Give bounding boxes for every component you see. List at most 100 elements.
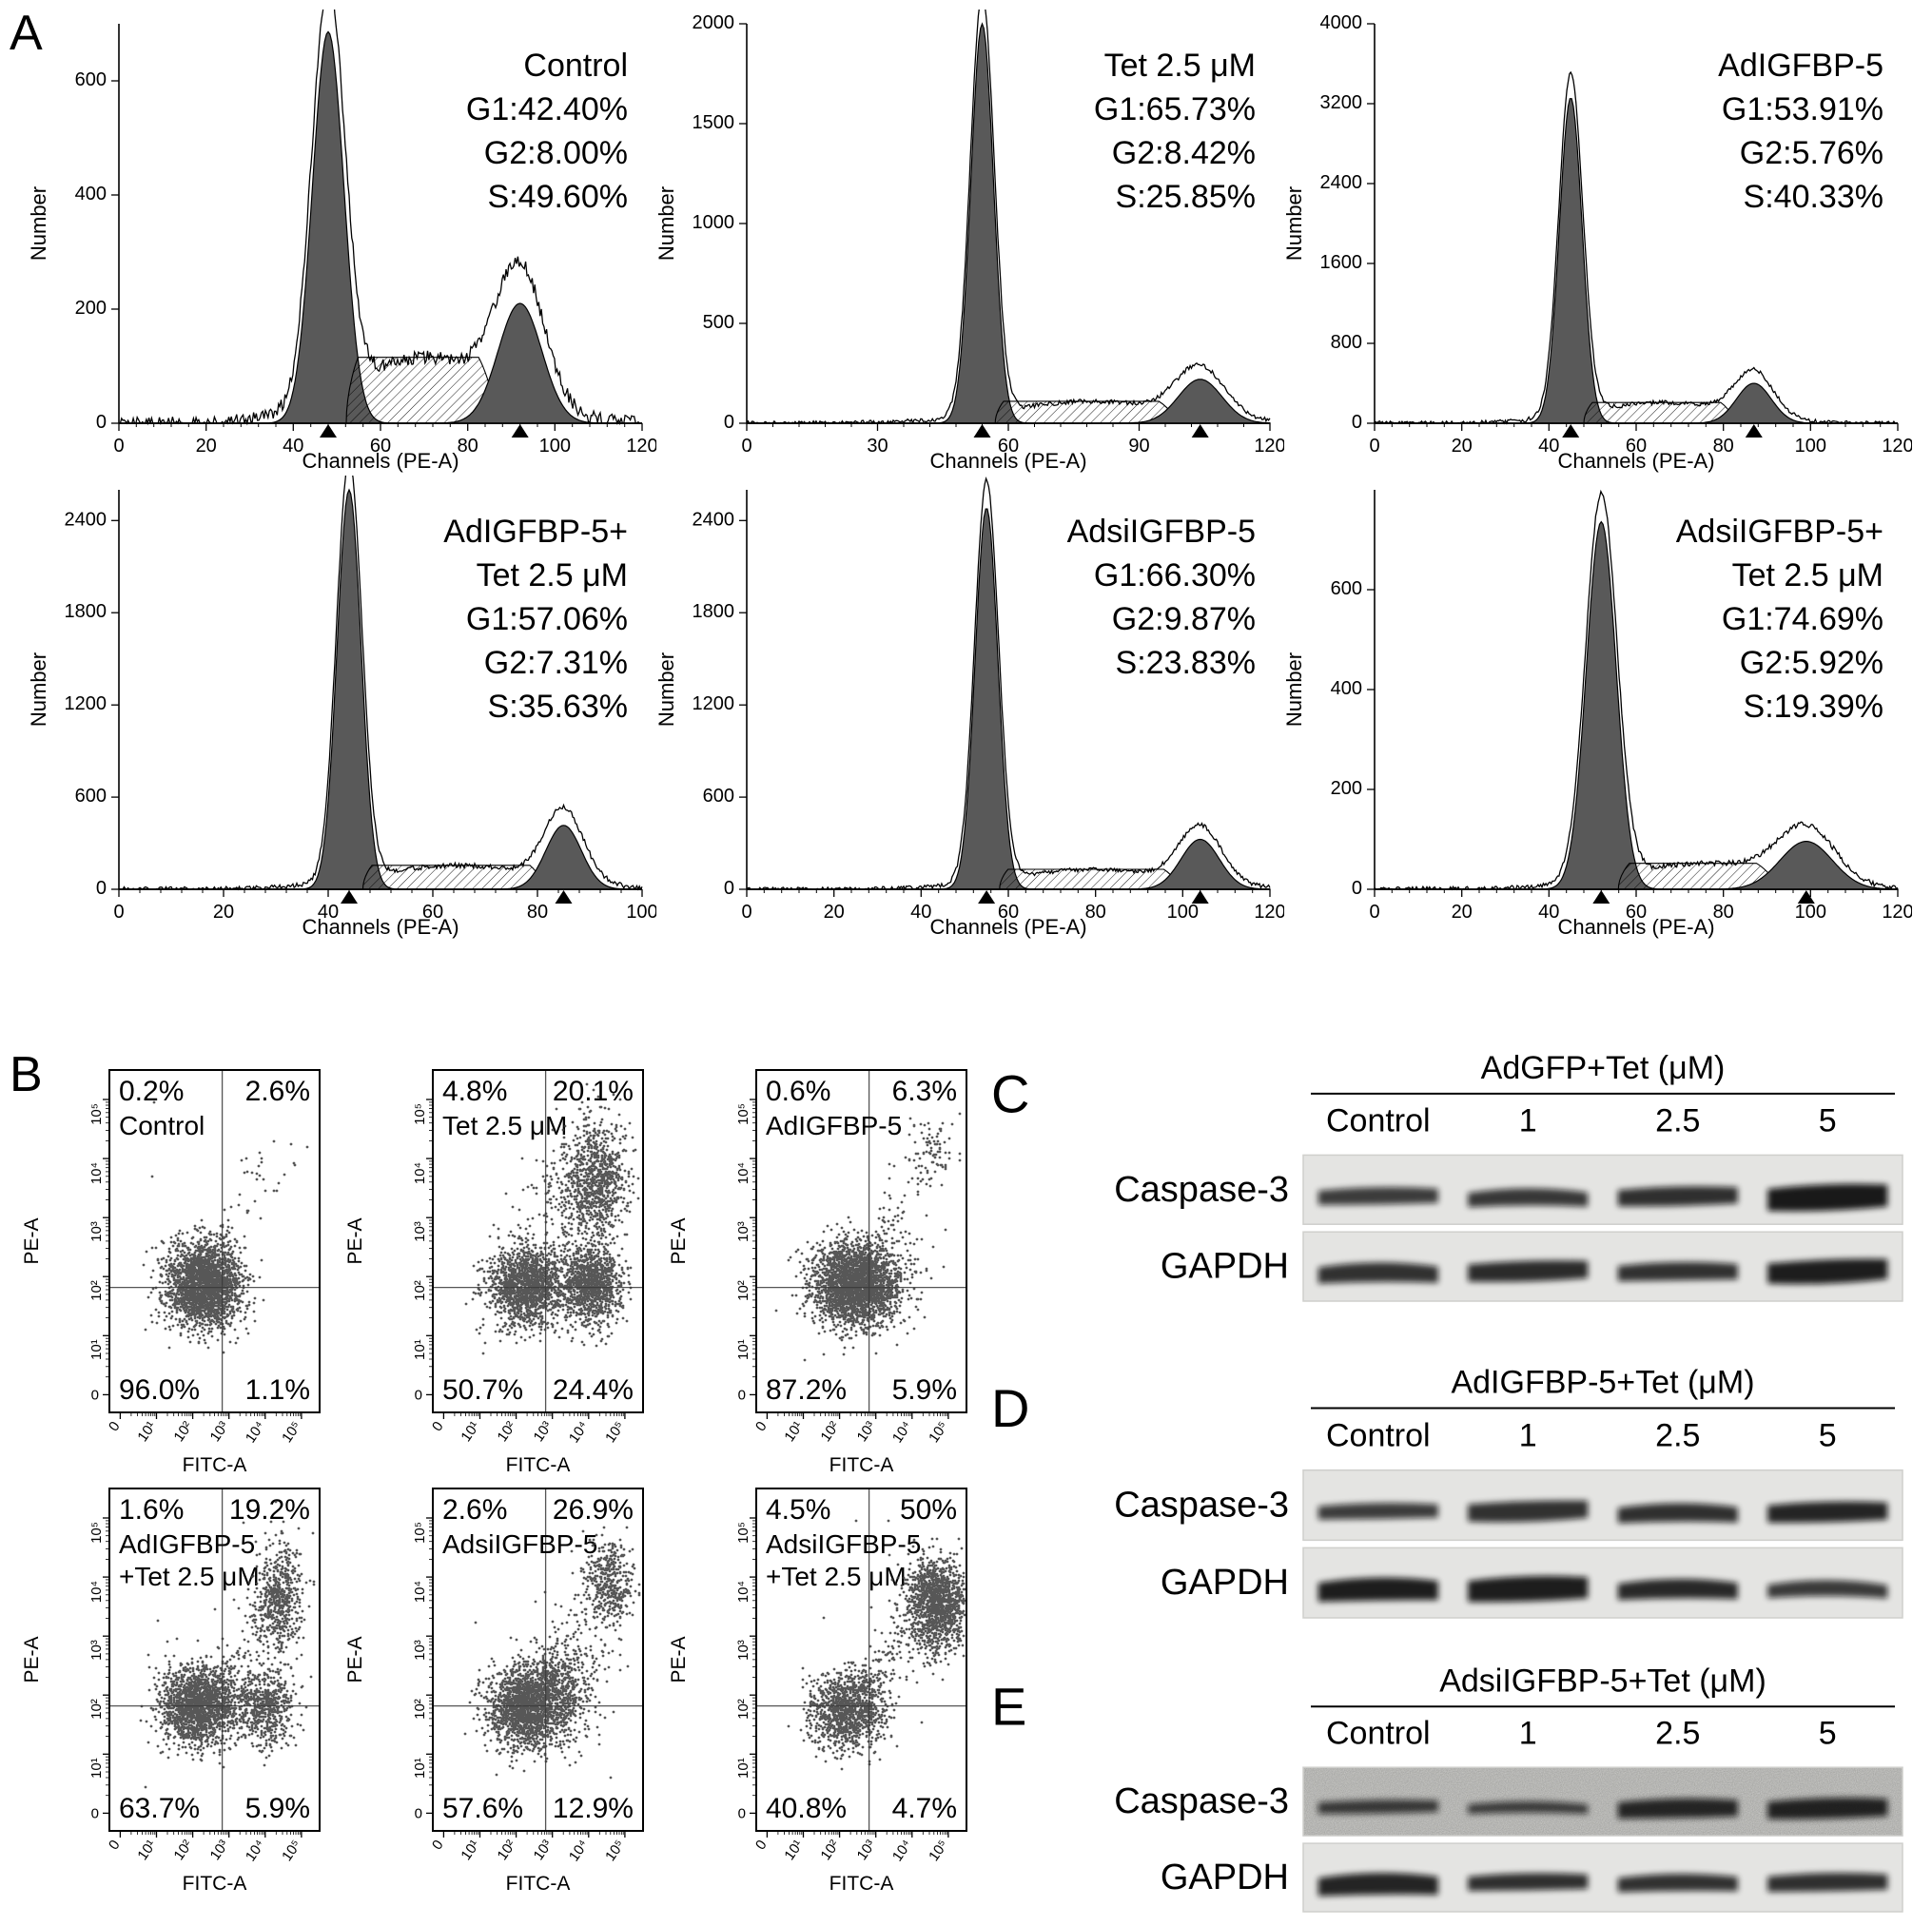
svg-text:10⁵: 10⁵ (88, 1522, 105, 1544)
svg-text:10³: 10³ (88, 1221, 105, 1242)
svg-text:4000: 4000 (1320, 12, 1363, 33)
svg-text:600: 600 (75, 786, 107, 807)
svg-text:10¹: 10¹ (88, 1758, 105, 1779)
svg-text:600: 600 (75, 69, 107, 90)
svg-text:GAPDH: GAPDH (1161, 1858, 1289, 1897)
svg-text:1000: 1000 (693, 212, 735, 233)
svg-text:2.5: 2.5 (1655, 1103, 1700, 1139)
svg-text:AdIGFBP-5: AdIGFBP-5 (766, 1111, 902, 1140)
svg-text:0: 0 (1369, 902, 1379, 923)
svg-text:120: 120 (1254, 436, 1284, 457)
svg-text:FITC-A: FITC-A (183, 1873, 247, 1895)
svg-text:1.1%: 1.1% (245, 1374, 310, 1406)
svg-text:S:40.33%: S:40.33% (1744, 179, 1883, 215)
svg-text:400: 400 (1331, 678, 1362, 699)
svg-text:10²: 10² (88, 1699, 105, 1720)
svg-text:FITC-A: FITC-A (506, 1873, 571, 1895)
svg-text:5.9%: 5.9% (245, 1793, 310, 1824)
svg-text:0.2%: 0.2% (119, 1076, 184, 1107)
svg-text:10³: 10³ (735, 1221, 751, 1242)
svg-text:19.2%: 19.2% (229, 1494, 310, 1526)
svg-text:5: 5 (1819, 1716, 1837, 1752)
svg-text:40: 40 (1538, 436, 1559, 457)
svg-text:20: 20 (1452, 436, 1473, 457)
svg-text:10²: 10² (412, 1280, 428, 1301)
svg-text:12.9%: 12.9% (553, 1793, 634, 1824)
svg-text:0: 0 (1369, 436, 1379, 457)
svg-text:4.5%: 4.5% (766, 1494, 830, 1526)
svg-text:Channels (PE-A): Channels (PE-A) (302, 449, 459, 473)
svg-text:40: 40 (1538, 902, 1559, 923)
svg-text:800: 800 (1331, 332, 1362, 353)
svg-text:87.2%: 87.2% (766, 1374, 847, 1406)
svg-text:10³: 10³ (412, 1221, 428, 1242)
svg-text:GAPDH: GAPDH (1161, 1563, 1289, 1603)
svg-text:10⁴: 10⁴ (735, 1162, 751, 1184)
svg-text:E: E (991, 1677, 1026, 1737)
svg-text:10³: 10³ (412, 1640, 428, 1661)
svg-text:G2:5.76%: G2:5.76% (1740, 135, 1883, 171)
svg-text:0: 0 (113, 902, 124, 923)
svg-text:Tet 2.5 μM: Tet 2.5 μM (442, 1111, 567, 1140)
svg-text:AdsiIGFBP-5+: AdsiIGFBP-5+ (1676, 514, 1883, 550)
svg-text:Channels (PE-A): Channels (PE-A) (1557, 915, 1714, 939)
svg-text:Caspase-3: Caspase-3 (1114, 1781, 1289, 1821)
svg-text:Control: Control (523, 48, 628, 84)
svg-text:D: D (991, 1378, 1029, 1438)
svg-text:S:23.83%: S:23.83% (1116, 645, 1256, 681)
svg-text:10¹: 10¹ (88, 1339, 105, 1360)
svg-text:5: 5 (1819, 1103, 1837, 1139)
svg-text:AdsiIGFBP-5+Tet (μM): AdsiIGFBP-5+Tet (μM) (1439, 1663, 1766, 1700)
svg-text:Caspase-3: Caspase-3 (1114, 1486, 1289, 1526)
svg-text:10¹: 10¹ (412, 1339, 428, 1360)
svg-text:10⁴: 10⁴ (412, 1581, 428, 1603)
svg-text:0: 0 (724, 878, 734, 899)
svg-text:2400: 2400 (693, 509, 735, 530)
svg-text:120: 120 (1882, 436, 1912, 457)
svg-text:+Tet 2.5 μM: +Tet 2.5 μM (119, 1562, 260, 1591)
svg-text:96.0%: 96.0% (119, 1374, 200, 1406)
svg-text:80: 80 (1713, 436, 1734, 457)
svg-text:Channels (PE-A): Channels (PE-A) (929, 449, 1086, 473)
svg-text:Number: Number (29, 186, 50, 261)
svg-text:1500: 1500 (693, 112, 735, 133)
svg-text:120: 120 (1254, 902, 1284, 923)
svg-text:0: 0 (741, 902, 751, 923)
svg-text:1: 1 (1519, 1418, 1537, 1454)
svg-text:AdGFP+Tet (μM): AdGFP+Tet (μM) (1481, 1050, 1726, 1086)
svg-text:AdIGFBP-5+: AdIGFBP-5+ (443, 514, 628, 550)
svg-text:G2:7.31%: G2:7.31% (484, 645, 628, 681)
svg-text:10⁵: 10⁵ (735, 1103, 751, 1125)
svg-text:2.6%: 2.6% (442, 1494, 507, 1526)
svg-text:+Tet 2.5 μM: +Tet 2.5 μM (766, 1562, 907, 1591)
svg-text:10²: 10² (735, 1699, 751, 1720)
svg-text:2.5: 2.5 (1655, 1716, 1700, 1752)
svg-text:100: 100 (1795, 436, 1826, 457)
svg-text:20: 20 (213, 902, 234, 923)
svg-text:10⁴: 10⁴ (88, 1581, 105, 1603)
svg-text:0: 0 (415, 1805, 422, 1821)
svg-text:5.9%: 5.9% (892, 1374, 957, 1406)
svg-text:90: 90 (1128, 436, 1149, 457)
svg-text:0: 0 (113, 436, 124, 457)
svg-text:80: 80 (527, 902, 548, 923)
svg-text:0: 0 (96, 878, 107, 899)
svg-text:2400: 2400 (1320, 172, 1363, 193)
svg-text:24.4%: 24.4% (553, 1374, 634, 1406)
svg-text:1.6%: 1.6% (119, 1494, 184, 1526)
svg-text:PE-A: PE-A (668, 1636, 690, 1683)
svg-text:Channels (PE-A): Channels (PE-A) (1557, 449, 1714, 473)
svg-text:40: 40 (910, 902, 931, 923)
svg-text:Number: Number (656, 652, 678, 727)
svg-text:Tet 2.5 μM: Tet 2.5 μM (1732, 557, 1883, 593)
svg-text:AdIGFBP-5+Tet (μM): AdIGFBP-5+Tet (μM) (1451, 1364, 1754, 1400)
svg-text:1200: 1200 (693, 693, 735, 714)
svg-text:0: 0 (738, 1387, 746, 1403)
svg-text:AdsiIGFBP-5: AdsiIGFBP-5 (766, 1529, 921, 1559)
svg-text:20: 20 (824, 902, 845, 923)
svg-text:G1:74.69%: G1:74.69% (1722, 601, 1883, 637)
svg-text:FITC-A: FITC-A (506, 1454, 571, 1476)
svg-text:G2:9.87%: G2:9.87% (1112, 601, 1256, 637)
svg-text:100: 100 (1167, 902, 1199, 923)
svg-text:2.5: 2.5 (1655, 1418, 1700, 1454)
